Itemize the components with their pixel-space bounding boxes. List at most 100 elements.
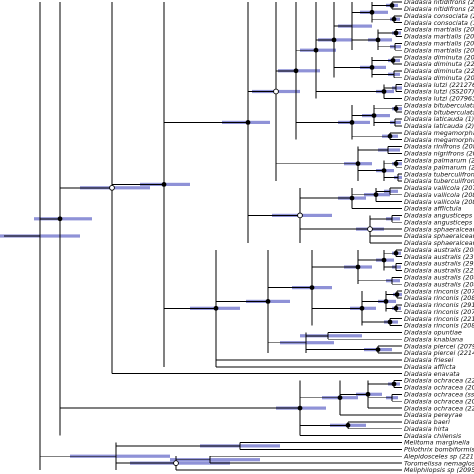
tip-label: Diadasia australis (20803	[404, 246, 474, 254]
hpd-interval-bar	[280, 341, 334, 345]
support-dot-filled	[381, 89, 387, 94]
tip-label: Diadasia australis (20821	[404, 280, 474, 288]
support-dot-filled	[389, 3, 395, 8]
support-dot-filled	[387, 133, 393, 139]
tip-label: Diadasia lutzi (SS207)	[404, 88, 474, 96]
support-dot-filled	[355, 264, 361, 270]
tip-labels: Diadasia nitidifrons (20790Diadasia niti…	[403, 0, 474, 474]
tip-label: Diadasia diminuta (221258	[404, 60, 474, 68]
tip-label: Diadasia knabiana	[404, 335, 463, 343]
support-dot-filled	[345, 422, 351, 428]
hpd-interval-bar	[34, 217, 92, 221]
support-dot-filled	[359, 305, 365, 311]
hpd-interval-bar	[278, 69, 320, 73]
support-dot-filled	[393, 161, 399, 167]
support-dot-filled	[161, 182, 167, 187]
tip-label: Diadasia lutzi (207963)	[404, 95, 474, 103]
support-dot-filled	[393, 30, 399, 36]
support-dot-open	[109, 184, 115, 191]
tip-label: Diadasia rinconis (207941	[404, 308, 474, 316]
support-dot-filled	[365, 391, 371, 397]
support-dot-filled	[213, 305, 219, 311]
support-dot-filled	[391, 381, 397, 387]
support-dot-filled	[355, 161, 361, 167]
tip-label: Diadasia diminuta (207936	[404, 53, 474, 61]
support-dot-filled	[337, 395, 343, 401]
tip-label: Diadasia vallicola (208086	[404, 191, 474, 199]
tip-label: Diadasia rinconis (22125	[404, 315, 474, 323]
tip-label: Diadasia ochracea (ss125	[404, 391, 474, 399]
tip-label: Diadasia opuntiae	[404, 329, 462, 337]
tip-label: Diadasia sphaeralcearum	[404, 225, 474, 233]
support-dot-open	[273, 88, 279, 95]
tip-label: Diadasia australis (22141	[404, 267, 474, 275]
tip-label: Diadasia ochracea (20793	[404, 397, 474, 405]
tip-label: Diadasia australis (29159	[404, 260, 474, 268]
tip-label: Diadasia bituberculata (20	[404, 108, 474, 116]
tip-label: Diadasia hirta	[404, 425, 449, 433]
support-dot-filled	[297, 405, 303, 411]
support-dot-filled	[375, 347, 381, 352]
tip-label: Diadasia lutzi (221276)	[404, 81, 474, 89]
support-dot-filled	[369, 9, 375, 15]
tip-label: Diadasia piercei (221414)	[404, 349, 474, 357]
hpd-interval-bar	[300, 334, 362, 338]
support-dot-filled	[381, 168, 387, 174]
tip-label: Diadasia sphaeralcearum	[404, 239, 474, 247]
tip-label: Diadasia angusticeps (208	[404, 218, 474, 226]
tip-label: Diadasia ochracea (20801	[404, 384, 474, 392]
support-dot-filled	[349, 120, 355, 125]
support-dot-filled	[369, 65, 375, 70]
tip-label: Diadasia consociata (1)	[404, 19, 474, 27]
tip-label: Diadasia nigrifrons (20798	[404, 150, 474, 158]
hpd-interval-bar	[386, 217, 400, 221]
hpd-interval-bar	[70, 454, 170, 458]
support-dot-filled	[309, 285, 315, 290]
tip-label: Diadasia vallicola (207938	[404, 184, 474, 192]
tip-label: Diadasia laticauda (2)	[404, 122, 474, 130]
tip-label: Diadasia friesei	[404, 356, 453, 364]
tip-label: Diadasia diminuta (22125	[404, 67, 474, 75]
support-dot-filled	[331, 37, 337, 43]
support-dot-filled	[293, 68, 299, 74]
hpd-interval-bar	[386, 279, 400, 283]
tip-label: Diadasia piercei (207960)	[404, 342, 474, 350]
support-dot-filled	[375, 37, 381, 43]
support-dot-filled	[393, 305, 399, 311]
hpd-interval-bar	[390, 120, 401, 124]
support-dot-filled	[390, 58, 396, 63]
tip-label: Diadasia ochracea (22122	[404, 377, 474, 385]
tip-label: Diadasia laticauda (1)	[404, 115, 474, 123]
support-dot-open	[297, 212, 303, 219]
support-dot-filled	[393, 250, 399, 256]
tip-label: Melitoma marginella	[404, 439, 470, 447]
tip-label: Diadasia enavata	[404, 370, 460, 378]
hpd-interval-bar	[130, 461, 230, 465]
hpd-interval-bar	[378, 148, 400, 152]
tip-label: Diadasia bituberculata (20	[404, 101, 474, 109]
support-markers	[57, 3, 400, 466]
tip-label: Alepidosceles sp (221420	[403, 452, 474, 460]
tip-label: Ptilothrix bombiformis	[404, 446, 474, 454]
support-dot-filled	[373, 192, 379, 198]
tip-label: Diadasia megamorpha (208	[404, 129, 474, 137]
tip-label: Diadasia afflicta	[404, 363, 456, 371]
support-dot-filled	[394, 292, 400, 297]
tip-label: Diadasia martialis (20793:	[404, 40, 474, 48]
tip-label: Diadasia sphaeralcearum	[404, 232, 474, 240]
tip-label: Diadasia consociata (2)	[404, 12, 474, 20]
support-dot-filled	[391, 16, 397, 22]
support-dot-filled	[393, 106, 399, 112]
tip-label: Diadasia pereyrae	[404, 411, 463, 419]
tip-label: Diadasia ochracea (2212	[404, 404, 474, 412]
tip-label: Diadasia nitidifrons (20790	[404, 0, 474, 6]
tip-label: Diadasia afflictula	[404, 205, 462, 213]
hpd-interval-bar	[80, 186, 150, 190]
hpd-interval-bar	[390, 45, 401, 49]
support-dot-filled	[383, 299, 389, 304]
tip-label: Diadasia australis (23727	[404, 253, 474, 261]
support-dot-filled	[313, 47, 319, 53]
hpd-interval-bar	[338, 24, 372, 28]
support-dot-filled	[387, 319, 393, 325]
